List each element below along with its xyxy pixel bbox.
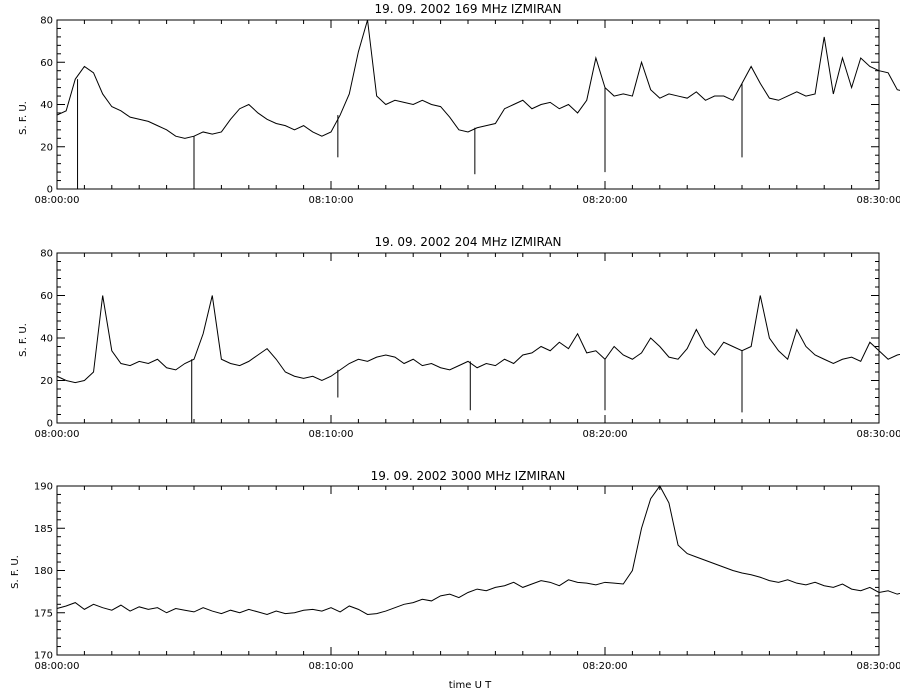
x-axis-label: time U T (449, 680, 492, 691)
x-tick-label: 08:30:00 (857, 195, 900, 206)
y-tick-label: 190 (34, 482, 53, 493)
x-tick-label: 08:20:00 (583, 195, 628, 206)
y-tick-label: 80 (40, 249, 53, 260)
y-tick-label: 40 (40, 100, 53, 111)
series-traces (56, 295, 900, 423)
y-tick-label: 40 (40, 334, 53, 345)
y-tick-label: 0 (47, 185, 53, 196)
plot-frame (56, 252, 880, 424)
x-tick-label: 08:00:00 (35, 195, 80, 206)
y-tick-label: 60 (40, 58, 53, 69)
series-line (56, 295, 900, 384)
x-tick-label: 08:10:00 (309, 661, 354, 672)
series-traces (56, 19, 900, 189)
y-tick-label: 80 (40, 16, 53, 27)
x-tick-label: 08:00:00 (35, 661, 80, 672)
x-tick-label: 08:30:00 (857, 661, 900, 672)
x-tick-labels: 08:00:00 08:10:00 08:20:00 08:30:00 (35, 429, 900, 440)
y-tick-labels: 170 175 180 185 190 (34, 482, 53, 662)
axis-ticks (56, 19, 880, 190)
x-tick-label: 08:30:00 (857, 429, 900, 440)
y-axis-label: S. F. U. (18, 101, 29, 135)
y-tick-label: 180 (34, 566, 53, 577)
y-tick-label: 175 (34, 608, 53, 619)
x-tick-label: 08:20:00 (583, 429, 628, 440)
y-tick-label: 185 (34, 524, 53, 535)
panel-3000mhz: 19. 09. 2002 3000 MHz IZMIRAN S. F. U. t… (10, 469, 900, 691)
chart-title: 19. 09. 2002 3000 MHz IZMIRAN (371, 469, 566, 483)
axis-ticks (56, 485, 880, 656)
plot-frame (56, 485, 880, 656)
chart-title: 19. 09. 2002 204 MHz IZMIRAN (374, 235, 561, 249)
y-tick-labels: 0 20 40 60 80 (40, 16, 53, 196)
y-tick-label: 20 (40, 142, 53, 153)
plot-frame (56, 19, 880, 190)
y-axis-label: S. F. U. (18, 323, 29, 357)
y-tick-labels: 0 20 40 60 80 (40, 249, 53, 430)
series-traces (56, 485, 900, 615)
series-line (56, 19, 900, 139)
y-tick-label: 170 (34, 651, 53, 662)
panel-204mhz: 19. 09. 2002 204 MHz IZMIRAN S. F. U. 0 2… (18, 235, 900, 440)
x-tick-label: 08:20:00 (583, 661, 628, 672)
y-tick-label: 60 (40, 291, 53, 302)
x-tick-label: 08:00:00 (35, 429, 80, 440)
axis-ticks (56, 252, 880, 424)
y-tick-label: 20 (40, 376, 53, 387)
chart-title: 19. 09. 2002 169 MHz IZMIRAN (374, 2, 561, 16)
y-axis-label: S. F. U. (10, 555, 21, 589)
x-tick-label: 08:10:00 (309, 429, 354, 440)
y-tick-label: 0 (47, 419, 53, 430)
panel-169mhz: 19. 09. 2002 169 MHz IZMIRAN S. F. U. 0 2… (18, 2, 900, 206)
x-tick-labels: 08:00:00 08:10:00 08:20:00 08:30:00 (35, 661, 900, 672)
x-tick-label: 08:10:00 (309, 195, 354, 206)
x-tick-labels: 08:00:00 08:10:00 08:20:00 08:30:00 (35, 195, 900, 206)
series-line (56, 485, 900, 615)
